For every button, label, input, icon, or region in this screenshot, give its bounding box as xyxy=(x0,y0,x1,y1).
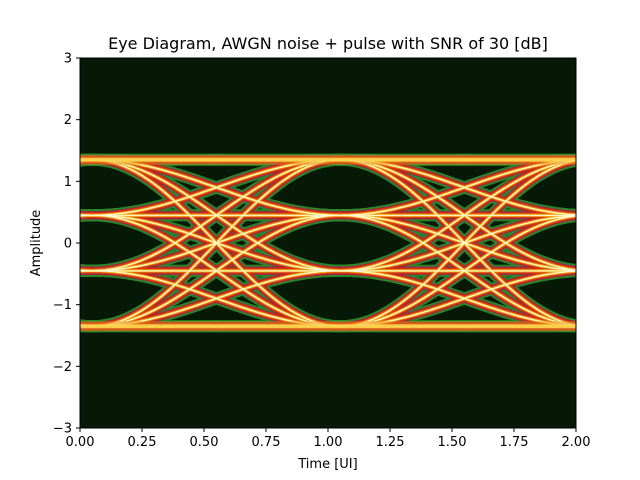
eye-trace xyxy=(464,214,576,216)
x-tick-label: 0.25 xyxy=(128,435,157,450)
x-tick-label: 0.00 xyxy=(66,435,95,450)
eye-trace xyxy=(464,270,576,326)
y-tick-label: 1 xyxy=(64,175,72,190)
x-tick-label: 2.00 xyxy=(562,435,591,450)
x-tick-label: 1.00 xyxy=(314,435,343,450)
eye-trace xyxy=(464,160,576,216)
eye-traces xyxy=(80,153,576,333)
eye-trace xyxy=(464,270,576,272)
y-tick-label: 3 xyxy=(64,52,72,67)
y-tick-label: −2 xyxy=(53,360,72,375)
x-tick-label: 1.25 xyxy=(376,435,405,450)
eye-trace xyxy=(464,242,576,271)
y-tick-label: 0 xyxy=(64,237,72,252)
eye-trace xyxy=(464,242,576,326)
y-tick-label: −3 xyxy=(53,422,72,437)
x-tick-label: 0.50 xyxy=(190,435,219,450)
x-tick-label: 1.50 xyxy=(438,435,467,450)
level-rail-core xyxy=(80,324,576,329)
eye-trace xyxy=(464,214,576,271)
x-tick-label: 0.75 xyxy=(252,435,281,450)
eye-trace xyxy=(464,215,576,244)
y-tick-label: −1 xyxy=(53,298,72,313)
x-axis-label: Time [UI] xyxy=(297,457,357,472)
eye-trace xyxy=(464,159,576,188)
x-tick-label: 1.75 xyxy=(500,435,529,450)
chart-title: Eye Diagram, AWGN noise + pulse with SNR… xyxy=(108,34,548,53)
level-rail-core xyxy=(80,157,576,162)
plot-area xyxy=(80,58,576,428)
y-axis: 3 2 1 0 −1 −2 −3 xyxy=(53,52,80,437)
eye-trace xyxy=(464,298,576,327)
y-axis-label: Amplitude xyxy=(29,210,44,277)
y-tick-label: 2 xyxy=(64,113,72,128)
x-axis: 0.00 0.25 0.50 0.75 1.00 1.25 1.50 1.75 2.00 xyxy=(66,428,591,450)
eye-trace xyxy=(464,187,576,216)
